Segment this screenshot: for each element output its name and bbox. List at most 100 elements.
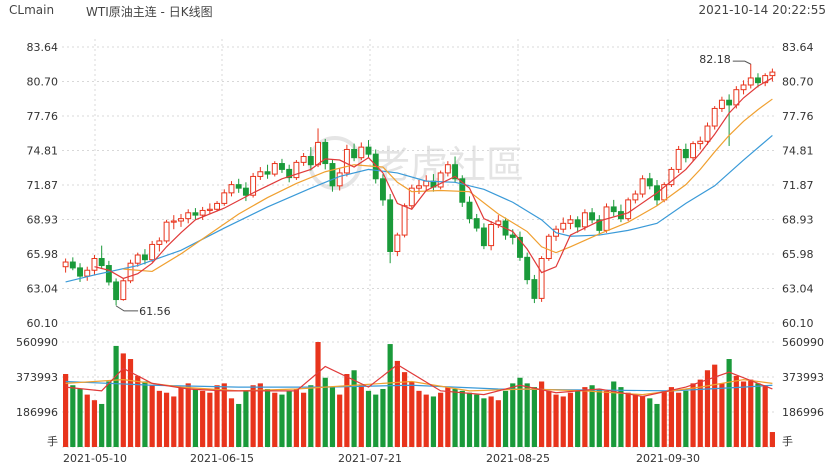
date-axis: 2021-05-10 2021-06-15 2021-07-21 2021-08-25… [63, 452, 700, 465]
volume-ma-fast-line [65, 363, 773, 398]
volume-bar [618, 387, 624, 447]
price-tick-label: 65.98 [782, 248, 814, 261]
volume-bar [625, 392, 631, 447]
candle-body [206, 208, 213, 211]
candle-body [141, 254, 148, 261]
low-marker-label: 61.56 [139, 305, 171, 318]
volume-tick-label: 560990 [16, 336, 58, 349]
volume-bar [632, 394, 638, 447]
volume-bar [430, 396, 437, 447]
volume-bar [409, 381, 415, 447]
volume-bar [762, 385, 768, 447]
candle-body [726, 99, 733, 106]
candle-body [488, 224, 495, 247]
chart-title: WTI原油主连 - 日K线图 [86, 5, 213, 19]
price-tick-label: 63.04 [782, 283, 814, 296]
candle-body [163, 221, 170, 242]
date-tick-label: 2021-08-25 [486, 452, 550, 465]
price-tick-label: 60.10 [782, 317, 814, 330]
candle-body [300, 156, 307, 163]
volume-bar [639, 396, 646, 447]
volume-bar [99, 403, 105, 447]
candle-body [242, 187, 249, 196]
candle-body [545, 235, 552, 260]
volume-bar [106, 381, 112, 447]
volume-bar [697, 379, 703, 447]
candle-body [704, 125, 711, 142]
high-marker-line [732, 60, 751, 65]
volume-bar [156, 390, 162, 447]
candle-body [178, 218, 184, 222]
candle-body [675, 148, 682, 170]
price-tick-label: 71.87 [782, 179, 814, 192]
candle-body [62, 261, 69, 268]
candle-body [257, 171, 264, 177]
volume-bar [351, 370, 357, 447]
candle-body [192, 212, 199, 216]
volume-bar [546, 390, 552, 447]
candle-body [401, 205, 408, 236]
volume-bar [704, 370, 711, 447]
volume-bar [264, 388, 271, 447]
volume-bar [308, 385, 314, 447]
candle-body [444, 164, 451, 174]
candle-body [473, 218, 480, 229]
symbol-label: CLmain [9, 3, 55, 17]
candle-body [286, 168, 293, 179]
volume-bar [286, 390, 292, 447]
volume-bar [358, 385, 364, 447]
candle-body [646, 178, 653, 187]
volume-bar [719, 383, 725, 447]
candle-body [538, 258, 545, 299]
volume-bar [113, 345, 119, 447]
volume-bar [740, 381, 747, 447]
volume-bar [647, 398, 653, 447]
volume-bar [676, 392, 682, 447]
volume-bar [293, 388, 299, 447]
candle-body [589, 212, 596, 221]
volume-tick-label: 373993 [782, 371, 824, 384]
volume-bar [394, 360, 400, 447]
volume-bar [712, 364, 718, 447]
candle-body [560, 222, 567, 230]
price-tick-label: 77.76 [782, 110, 814, 123]
candle-body [718, 99, 725, 109]
candle-body [235, 184, 242, 189]
volume-bar [171, 396, 177, 447]
candle-body [625, 199, 632, 220]
price-tick-label: 83.64 [782, 41, 814, 54]
timestamp-label: 2021-10-14 20:22:55 [698, 3, 826, 17]
candle-body [747, 77, 754, 86]
candle-body [452, 164, 459, 180]
candle-body [250, 175, 257, 196]
volume-tick-label: 560990 [782, 336, 824, 349]
volume-bar [502, 390, 509, 447]
volume-bar [70, 385, 76, 447]
candle-body [98, 258, 105, 267]
volume-tick-label: 186996 [16, 406, 58, 419]
volume-bar [495, 400, 501, 447]
volume-bar [301, 392, 307, 447]
high-marker-label: 82.18 [699, 53, 731, 66]
candle-body [524, 256, 531, 281]
volume-bar [149, 385, 155, 447]
candle-body [466, 201, 473, 220]
volume-bar [438, 392, 444, 447]
candle-body [416, 185, 422, 189]
volume-ma-slow-line [65, 380, 773, 392]
ma5-line [94, 77, 773, 280]
volume-tick-label: 186996 [782, 406, 824, 419]
volume-bar [84, 394, 90, 447]
volume-bar [567, 392, 574, 447]
candle-body [682, 148, 689, 159]
volume-bar [445, 387, 451, 447]
volume-bar [668, 387, 675, 447]
candle-body [105, 265, 112, 283]
volume-bar [142, 381, 148, 447]
candle-body [134, 254, 141, 264]
candle-body [149, 243, 156, 261]
volume-tick-label: 373993 [16, 371, 58, 384]
candle-body [394, 234, 401, 252]
candle-body [199, 209, 206, 216]
